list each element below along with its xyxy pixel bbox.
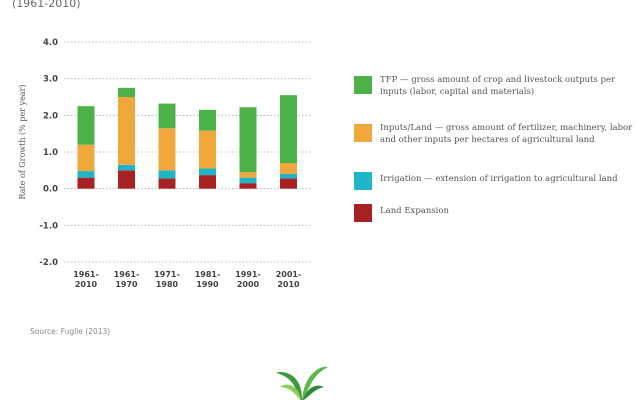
x-tick-label: 1971-	[154, 270, 180, 279]
bar-segment-irrigation	[199, 168, 216, 176]
legend-swatch-land	[354, 204, 372, 222]
bar-segment-inputs	[280, 163, 297, 174]
x-tick-label: 1990	[196, 280, 219, 289]
bar-segment-irrigation	[239, 177, 257, 184]
bar-segment-irrigation	[118, 164, 135, 171]
x-tick-label: 1981-	[195, 270, 221, 279]
legend-item-irrigation: Irrigation — extension of irrigation to …	[354, 170, 634, 190]
chart-legend: TFP — gross amount of crop and livestock…	[354, 74, 634, 222]
y-tick-label: -2.0	[39, 258, 58, 268]
y-tick-label: -1.0	[39, 221, 58, 231]
bar-segment-irrigation	[158, 170, 176, 179]
y-tick-label: 0.0	[43, 185, 58, 195]
bar-segment-tfp	[77, 106, 95, 145]
y-tick-label: 1.0	[43, 148, 58, 158]
bar-segment-inputs	[118, 97, 135, 165]
bar-segment-land	[158, 178, 176, 189]
legend-item-land: Land Expansion	[354, 202, 634, 222]
legend-swatch-irrigation	[354, 172, 372, 190]
bar-segment-land	[239, 183, 257, 189]
legend-item-inputs: Inputs/Land — gross amount of fertilizer…	[354, 122, 634, 156]
x-tick-label: 2010	[75, 280, 98, 289]
bar-segment-inputs	[158, 128, 176, 171]
sprout-logo-icon	[276, 366, 328, 400]
y-tick-label: 4.0	[43, 38, 58, 48]
legend-label-inputs: Inputs/Land — gross amount of fertilizer…	[380, 123, 633, 145]
y-axis-label: Rate of Growth (% per year)	[18, 84, 27, 199]
legend-label-tfp: TFP — gross amount of crop and livestock…	[380, 75, 615, 97]
bar-segment-inputs	[239, 172, 257, 178]
source-note: Source: Fuglie (2013)	[30, 327, 111, 336]
x-tick-label: 1980	[156, 280, 179, 289]
y-tick-label: 2.0	[43, 111, 58, 121]
bar-segment-inputs	[199, 130, 216, 169]
bar-segment-tfp	[118, 87, 135, 97]
legend-label-irrigation: Irrigation — extension of irrigation to …	[380, 174, 618, 184]
bar-segment-irrigation	[280, 174, 297, 179]
bar-segment-land	[280, 178, 297, 189]
legend-item-tfp: TFP — gross amount of crop and livestock…	[354, 74, 634, 108]
x-tick-label: 1961-	[114, 270, 140, 279]
bar-segment-land	[199, 175, 216, 189]
x-tick-label: 1961-	[73, 270, 99, 279]
x-tick-label: 2001-	[276, 270, 302, 279]
legend-swatch-tfp	[354, 76, 372, 94]
chart-subtitle: (1961-2010)	[12, 0, 81, 10]
bar-segment-irrigation	[77, 171, 95, 178]
bar-segment-land	[118, 170, 135, 189]
bar-segment-tfp	[239, 107, 257, 173]
bar-segment-tfp	[199, 109, 216, 131]
legend-swatch-inputs	[354, 124, 372, 142]
x-tick-label: 2000	[237, 280, 260, 289]
y-tick-label: 3.0	[43, 75, 58, 85]
x-tick-label: 1970	[115, 280, 138, 289]
bar-segment-tfp	[158, 103, 176, 129]
bar-segment-inputs	[77, 144, 95, 172]
x-tick-label: 2010	[277, 280, 300, 289]
x-tick-label: 1991-	[235, 270, 261, 279]
legend-label-land: Land Expansion	[380, 206, 449, 216]
bar-segment-land	[77, 177, 95, 189]
bar-segment-tfp	[280, 95, 297, 163]
